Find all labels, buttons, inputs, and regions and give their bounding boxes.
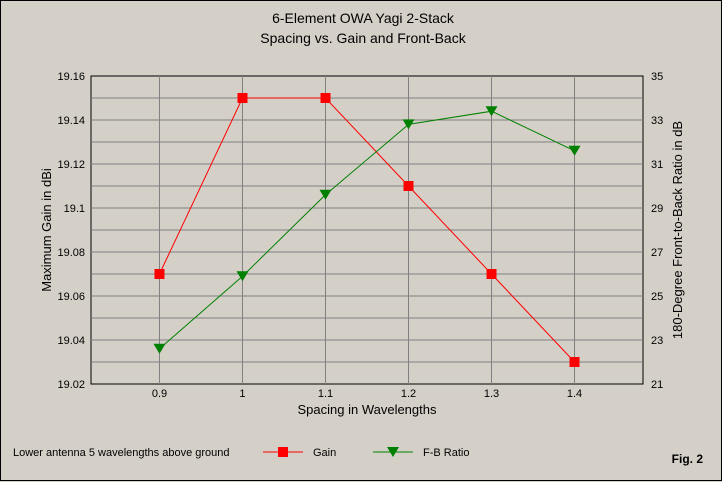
data-point-gain [486, 269, 497, 279]
x-axis-ticks: 0.9 1 1.1 1.2 1.3 1.4 [152, 388, 582, 400]
left-axis-ticks: 19.16 19.14 19.12 19.1 19.08 19.06 19.04 19.02 [57, 71, 85, 391]
x-axis-label: Spacing in Wavelengths [298, 402, 437, 417]
data-point-gain [403, 181, 414, 191]
legend-marker-f-b-ratio [387, 447, 399, 457]
data-point-f-b-ratio [485, 106, 498, 117]
right-tick-label: 27 [651, 247, 663, 259]
figure-label: Fig. 2 [672, 452, 704, 466]
x-tick-label: 1.1 [318, 388, 333, 400]
data-point-f-b-ratio [319, 189, 332, 200]
left-tick-label: 19.04 [57, 335, 85, 347]
chart-title: 6-Element OWA Yagi 2-Stack [272, 10, 455, 26]
right-tick-label: 33 [651, 115, 663, 127]
legend-item-gain: Gain [263, 447, 336, 459]
right-tick-label: 29 [651, 203, 663, 215]
data-point-f-b-ratio [236, 271, 249, 282]
left-tick-label: 19.12 [57, 159, 85, 171]
data-point-gain [237, 93, 248, 103]
legend-item-f-b-ratio: F-B Ratio [373, 447, 469, 459]
right-tick-label: 21 [651, 379, 663, 391]
right-axis-label: 180-Degree Front-to-Back Ratio in dB [670, 121, 685, 339]
data-point-f-b-ratio [153, 343, 166, 354]
x-tick-label: 1.4 [567, 388, 582, 400]
series-f-b-ratio [153, 106, 581, 354]
legend-label-f-b-ratio: F-B Ratio [423, 447, 469, 459]
legend: Gain F-B Ratio [263, 447, 469, 459]
chart-subtitle: Spacing vs. Gain and Front-Back [260, 30, 466, 46]
left-tick-label: 19.16 [57, 71, 85, 83]
left-tick-label: 19.1 [64, 203, 85, 215]
x-tick-label: 1.3 [484, 388, 499, 400]
data-point-gain [569, 357, 580, 367]
footnote: Lower antenna 5 wavelengths above ground [13, 447, 230, 459]
series-line-gain [159, 97, 575, 363]
right-tick-label: 35 [651, 71, 663, 83]
legend-label-gain: Gain [313, 447, 336, 459]
legend-marker-gain [278, 447, 288, 457]
right-axis-ticks: 35 33 31 29 27 25 23 21 [651, 71, 663, 391]
grid [91, 76, 643, 384]
left-tick-label: 19.06 [57, 291, 85, 303]
left-tick-label: 19.02 [57, 379, 85, 391]
data-point-f-b-ratio [402, 119, 415, 130]
series-layer [153, 93, 581, 367]
data-point-gain [154, 269, 165, 279]
left-axis-label: Maximum Gain in dBi [39, 168, 54, 292]
right-tick-label: 31 [651, 159, 663, 171]
series-gain [154, 93, 580, 367]
data-point-f-b-ratio [568, 145, 581, 156]
x-tick-label: 1.2 [401, 388, 416, 400]
data-point-gain [320, 93, 331, 103]
series-line-f-b-ratio [159, 110, 575, 350]
left-tick-label: 19.14 [57, 115, 85, 127]
x-tick-label: 1 [239, 388, 245, 400]
right-tick-label: 23 [651, 335, 663, 347]
x-tick-label: 0.9 [152, 388, 167, 400]
right-tick-label: 25 [651, 291, 663, 303]
left-tick-label: 19.08 [57, 247, 85, 259]
